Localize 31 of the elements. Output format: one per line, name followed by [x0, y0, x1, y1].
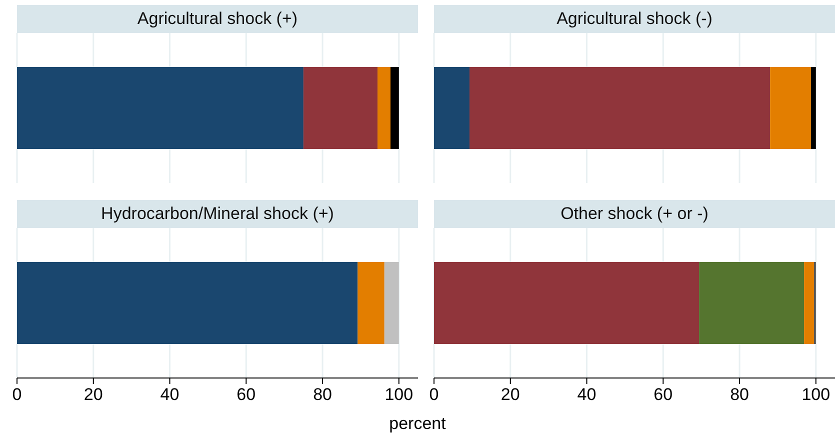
- x-axis-title: percent: [388, 414, 447, 434]
- bar: [17, 67, 304, 149]
- bar: [384, 262, 399, 344]
- bar: [804, 262, 814, 344]
- chart-title: Hydrocarbon/Mineral shock (+): [17, 200, 418, 228]
- x-tick-label: 20: [84, 385, 103, 404]
- bar: [378, 67, 391, 149]
- x-tick-label: 60: [236, 385, 256, 404]
- x-tick-label: 40: [160, 385, 180, 404]
- bar: [470, 67, 770, 149]
- x-tick-label: 80: [313, 385, 332, 404]
- x-tick-label: 20: [500, 385, 520, 404]
- bar: [390, 67, 399, 149]
- bar: [17, 262, 358, 344]
- bar: [358, 262, 384, 344]
- x-tick-label: 80: [730, 385, 749, 404]
- x-tick-label: 100: [384, 385, 414, 404]
- x-tick-label: 0: [12, 385, 22, 404]
- chart-title: Agricultural shock (+): [17, 5, 418, 33]
- bar: [810, 67, 816, 149]
- bar: [434, 262, 700, 344]
- bar: [699, 262, 804, 344]
- x-tick-label: 0: [429, 385, 439, 404]
- x-tick-label: 60: [654, 385, 673, 404]
- x-tick-label: 40: [577, 385, 596, 404]
- chart-title: Agricultural shock (-): [434, 5, 835, 33]
- chart-title: Other shock (+ or -): [434, 200, 835, 228]
- bar: [303, 67, 378, 149]
- bar: [770, 67, 811, 149]
- bar: [434, 67, 470, 149]
- x-tick-label: 100: [802, 385, 830, 404]
